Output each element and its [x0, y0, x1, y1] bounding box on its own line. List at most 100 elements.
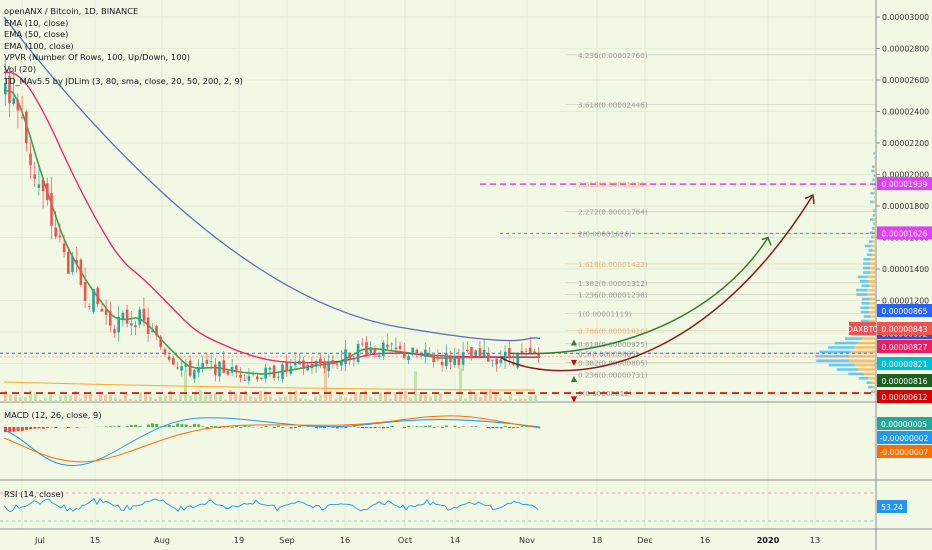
- indicator-td-ma[interactable]: TD_MAv5.5 by JDLim (3, 80, sma, close, 2…: [4, 75, 243, 86]
- volume-bar: [209, 394, 212, 402]
- candle-body: [466, 349, 469, 352]
- candle: [75, 246, 78, 273]
- vpvr-up-bar: [860, 310, 870, 314]
- symbol-title[interactable]: openANX / Bitcoin, 1D, BINANCE: [4, 6, 139, 16]
- macd-histogram-bar: [461, 426, 465, 427]
- candle: [272, 364, 276, 381]
- price-badge-label: 0.00000612: [882, 393, 928, 402]
- vpvr-down-bar: [873, 218, 876, 221]
- candle-body: [306, 364, 309, 371]
- volume-bar: [384, 393, 387, 402]
- volume-bar: [369, 396, 372, 402]
- candle-body: [125, 309, 129, 324]
- candle: [142, 297, 146, 327]
- candle-body: [37, 184, 41, 188]
- volume-bar: [274, 399, 277, 402]
- candle: [302, 357, 305, 376]
- volume-bar: [299, 397, 302, 402]
- macd-histogram-bar: [176, 423, 180, 427]
- candle: [537, 347, 540, 364]
- volume-bar: [79, 398, 82, 402]
- price-badge: [877, 304, 932, 317]
- volume-bar: [24, 397, 27, 402]
- candle: [222, 350, 225, 374]
- volume-bar: [429, 396, 432, 402]
- vpvr-down-bar: [858, 368, 876, 371]
- candle-body: [83, 281, 87, 301]
- candle: [130, 311, 133, 335]
- candle-body: [373, 348, 377, 354]
- candle-body: [104, 309, 108, 315]
- vpvr-down-bar: [874, 152, 876, 155]
- fib-label: 1.618(0.00001432): [578, 260, 648, 269]
- candle: [214, 358, 217, 382]
- time-label: Jul: [34, 535, 45, 545]
- volume-bar: [214, 392, 217, 402]
- volume-bar: [284, 396, 287, 402]
- candle: [407, 352, 410, 365]
- candle: [331, 355, 335, 369]
- macd-histogram-bar: [163, 426, 167, 427]
- vpvr-down-bar: [875, 156, 876, 160]
- indicator-ema50[interactable]: EMA (50, close): [4, 29, 69, 40]
- indicator-vol[interactable]: Vol (20): [4, 63, 37, 74]
- macd-histogram-bar: [386, 427, 390, 428]
- vpvr-down-bar: [873, 390, 876, 393]
- macd-histogram-bar: [209, 426, 213, 427]
- candle: [529, 336, 532, 355]
- volume-bar: [279, 397, 282, 402]
- price-tick-label: 0.00001200: [882, 297, 929, 306]
- candle-body: [293, 361, 297, 366]
- candle-body: [407, 356, 410, 361]
- vpvr-down-bar: [872, 249, 876, 252]
- candle: [180, 360, 183, 377]
- candle: [218, 360, 221, 382]
- volume-bar: [259, 390, 262, 402]
- volume-bar: [424, 395, 427, 402]
- macd-histogram-bar: [377, 427, 381, 428]
- macd-histogram-bar: [474, 426, 478, 427]
- fib-label: 0.618(0.00000925): [578, 340, 648, 349]
- volume-bar: [449, 399, 452, 402]
- macd-histogram-bar: [8, 427, 12, 432]
- vpvr-up-bar: [860, 319, 870, 323]
- rsi-label[interactable]: RSI (14, close): [4, 489, 64, 499]
- candle: [46, 177, 49, 206]
- candle: [306, 363, 309, 372]
- candle-body: [226, 370, 230, 375]
- indicator-ema10[interactable]: EMA (10, close): [4, 17, 69, 28]
- candle-body: [533, 351, 536, 354]
- indicator-vpvr[interactable]: VPVR (Number Of Rows, 100, Up/Down, 100): [4, 52, 191, 63]
- candle-body: [424, 349, 427, 357]
- volume-bar: [464, 398, 467, 402]
- vpvr-up-bar: [860, 280, 869, 283]
- macd-badge: [877, 431, 932, 444]
- candle: [92, 288, 95, 315]
- macd-histogram-bar: [67, 427, 70, 428]
- candle-body: [138, 309, 141, 325]
- candle: [487, 347, 490, 362]
- macd-histogram-bar: [4, 427, 7, 433]
- macd-histogram-bar: [214, 426, 217, 427]
- fib-label: 0.786(0.00001010): [578, 326, 648, 335]
- vpvr-up-bar: [863, 262, 871, 265]
- candle-body: [205, 359, 209, 364]
- rsi-pane: [0, 492, 876, 522]
- candle: [327, 354, 330, 378]
- macd-histogram-bar: [113, 426, 117, 427]
- macd-pane: [3, 415, 541, 467]
- macd-badge-label: 0.00000005: [881, 420, 927, 429]
- time-label: Sep: [279, 535, 294, 545]
- signal-arrow-icon: ▼: [571, 394, 578, 403]
- candle-body: [159, 336, 162, 347]
- candle-body: [470, 346, 473, 358]
- volume-bar: [59, 395, 62, 402]
- volume-bar: [489, 390, 492, 402]
- indicator-ema100[interactable]: EMA (100, close): [4, 40, 74, 51]
- candle: [205, 352, 209, 367]
- macd-label[interactable]: MACD (12, 26, close, 9): [4, 410, 102, 420]
- candle-body: [491, 359, 494, 361]
- macd-histogram-bar: [445, 425, 448, 427]
